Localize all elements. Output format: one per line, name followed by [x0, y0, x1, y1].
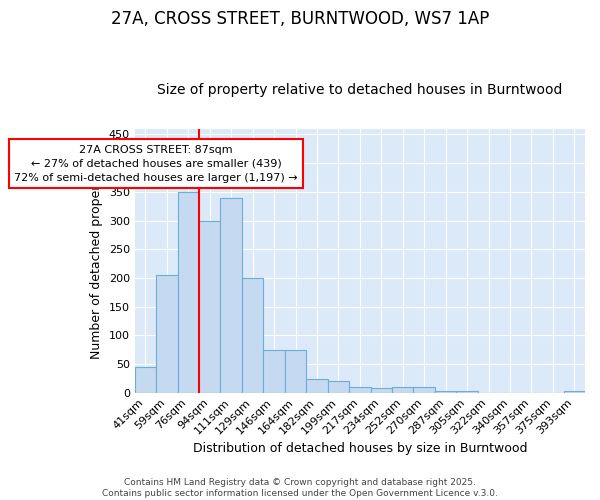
Bar: [392, 387, 413, 392]
X-axis label: Distribution of detached houses by size in Burntwood: Distribution of detached houses by size …: [193, 442, 527, 455]
Text: 27A, CROSS STREET, BURNTWOOD, WS7 1AP: 27A, CROSS STREET, BURNTWOOD, WS7 1AP: [111, 10, 489, 28]
Title: Size of property relative to detached houses in Burntwood: Size of property relative to detached ho…: [157, 83, 563, 97]
Bar: [413, 387, 435, 392]
Bar: [134, 367, 156, 392]
Bar: [199, 220, 220, 392]
Text: Contains HM Land Registry data © Crown copyright and database right 2025.
Contai: Contains HM Land Registry data © Crown c…: [102, 478, 498, 498]
Bar: [371, 388, 392, 392]
Bar: [220, 198, 242, 392]
Bar: [178, 192, 199, 392]
Bar: [306, 380, 328, 392]
Bar: [457, 391, 478, 392]
Y-axis label: Number of detached properties: Number of detached properties: [90, 162, 103, 359]
Bar: [263, 350, 285, 393]
Text: 27A CROSS STREET: 87sqm
← 27% of detached houses are smaller (439)
72% of semi-d: 27A CROSS STREET: 87sqm ← 27% of detache…: [14, 145, 298, 183]
Bar: [285, 350, 306, 393]
Bar: [156, 275, 178, 392]
Bar: [328, 381, 349, 392]
Bar: [242, 278, 263, 392]
Bar: [349, 387, 371, 392]
Bar: [435, 391, 457, 392]
Bar: [563, 391, 585, 392]
